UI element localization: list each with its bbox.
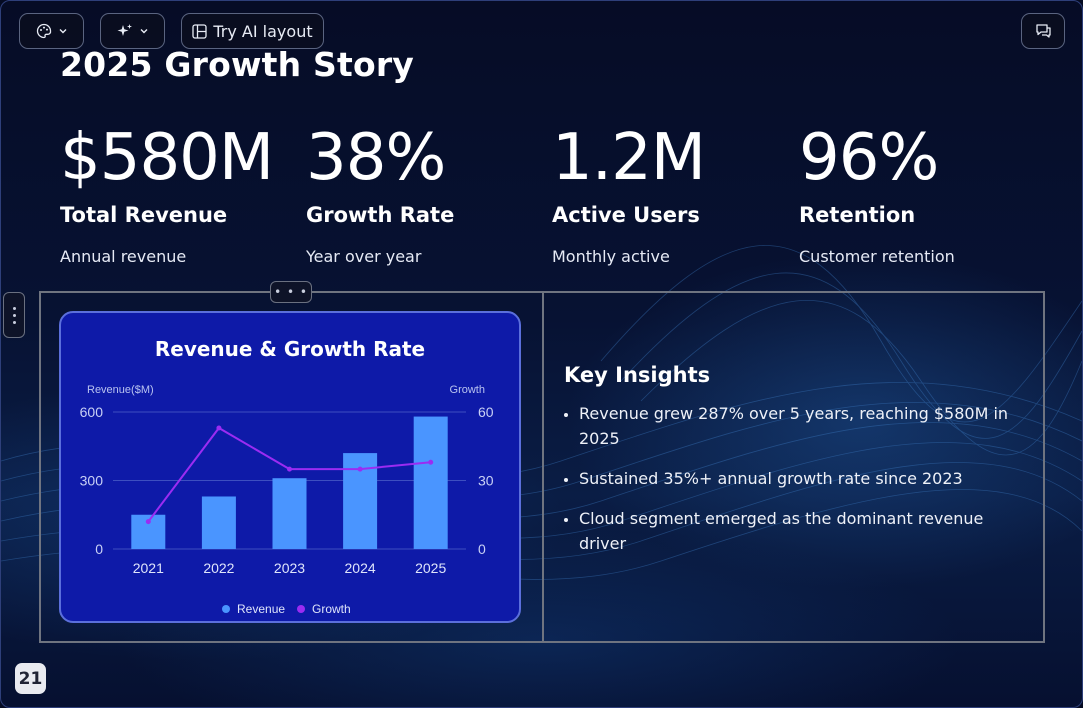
comment-button[interactable] bbox=[1021, 13, 1065, 49]
y2-tick-label: 60 bbox=[478, 404, 494, 420]
legend-swatch-revenue bbox=[222, 605, 230, 613]
y-axis-label: Revenue($M) bbox=[87, 384, 154, 396]
chevron-down-icon bbox=[139, 26, 149, 36]
x-tick-label: 2022 bbox=[203, 560, 234, 576]
legend-swatch-growth bbox=[297, 605, 305, 613]
y-tick-label: 0 bbox=[95, 541, 103, 557]
comment-icon bbox=[1035, 23, 1052, 39]
layout-icon bbox=[192, 23, 208, 39]
x-tick-label: 2021 bbox=[133, 560, 164, 576]
insight-item: Revenue grew 287% over 5 years, reaching… bbox=[579, 401, 1029, 451]
ai-tools-button[interactable] bbox=[100, 13, 165, 49]
x-tick-label: 2025 bbox=[415, 560, 446, 576]
growth-point bbox=[428, 459, 434, 465]
insights-list: Revenue grew 287% over 5 years, reaching… bbox=[564, 401, 1029, 556]
revenue-growth-chart: Revenue & Growth Rate Revenue($M) Growth 0 0… bbox=[80, 337, 494, 616]
y-tick-label: 600 bbox=[80, 404, 104, 420]
x-tick-label: 2024 bbox=[345, 560, 376, 576]
insight-item: Sustained 35%+ annual growth rate since … bbox=[579, 466, 1029, 491]
stat-description: Monthly active bbox=[552, 247, 670, 266]
slide-title[interactable]: 2025 Growth Story bbox=[60, 45, 415, 84]
stat-description: Annual revenue bbox=[60, 247, 187, 266]
handle-dot bbox=[12, 313, 16, 317]
theme-button[interactable] bbox=[19, 13, 84, 49]
revenue-bar bbox=[272, 478, 307, 549]
y-tick-label: 300 bbox=[80, 473, 104, 489]
stat-active-users[interactable]: 1.2M Active Users Monthly active bbox=[552, 119, 792, 266]
revenue-bar bbox=[201, 496, 236, 549]
stat-value: $580M bbox=[60, 121, 274, 195]
growth-point bbox=[216, 425, 222, 431]
try-ai-layout-button[interactable]: Try AI layout bbox=[181, 13, 324, 49]
insight-item: Cloud segment emerged as the dominant re… bbox=[579, 506, 1029, 556]
stat-description: Year over year bbox=[306, 247, 422, 266]
handle-dot bbox=[12, 320, 16, 324]
stat-growth-rate[interactable]: 38% Growth Rate Year over year bbox=[306, 119, 546, 266]
insights-heading: Key Insights bbox=[564, 363, 711, 387]
stat-label: Retention bbox=[799, 203, 916, 227]
revenue-bar bbox=[413, 416, 448, 549]
x-tick-label: 2023 bbox=[274, 560, 305, 576]
page-number-badge: 21 bbox=[15, 663, 46, 694]
growth-point bbox=[145, 519, 151, 525]
stat-description: Customer retention bbox=[799, 247, 955, 266]
stat-total-revenue[interactable]: $580M Total Revenue Annual revenue bbox=[60, 119, 300, 266]
chevron-down-icon bbox=[58, 26, 68, 36]
side-drag-handle[interactable] bbox=[3, 292, 25, 338]
legend-label-growth: Growth bbox=[312, 602, 351, 616]
stat-label: Growth Rate bbox=[306, 203, 455, 227]
stat-value: 1.2M bbox=[552, 121, 706, 195]
try-ai-layout-label: Try AI layout bbox=[213, 21, 313, 41]
y2-axis-label: Growth bbox=[450, 384, 485, 396]
chart-title: Revenue & Growth Rate bbox=[155, 337, 425, 361]
growth-point bbox=[357, 466, 363, 472]
stat-value: 38% bbox=[306, 121, 446, 195]
sparkles-icon bbox=[117, 23, 133, 39]
palette-icon bbox=[36, 23, 52, 39]
y2-tick-label: 0 bbox=[478, 541, 486, 557]
y2-tick-label: 30 bbox=[478, 473, 494, 489]
drag-handle[interactable]: • • • bbox=[270, 281, 312, 303]
handle-dot bbox=[12, 306, 16, 310]
growth-point bbox=[287, 466, 292, 472]
revenue-growth-chart-card[interactable]: Revenue & Growth Rate Revenue($M) Growth 0 0… bbox=[59, 311, 521, 623]
stat-label: Active Users bbox=[552, 203, 700, 227]
stat-value: 96% bbox=[799, 121, 939, 195]
key-insights-panel[interactable]: Key Insights Revenue grew 287% over 5 ye… bbox=[564, 363, 1029, 571]
stat-retention[interactable]: 96% Retention Customer retention bbox=[799, 119, 1039, 266]
legend-label-revenue: Revenue bbox=[237, 602, 285, 616]
column-divider[interactable] bbox=[542, 291, 544, 643]
stat-label: Total Revenue bbox=[60, 203, 228, 227]
